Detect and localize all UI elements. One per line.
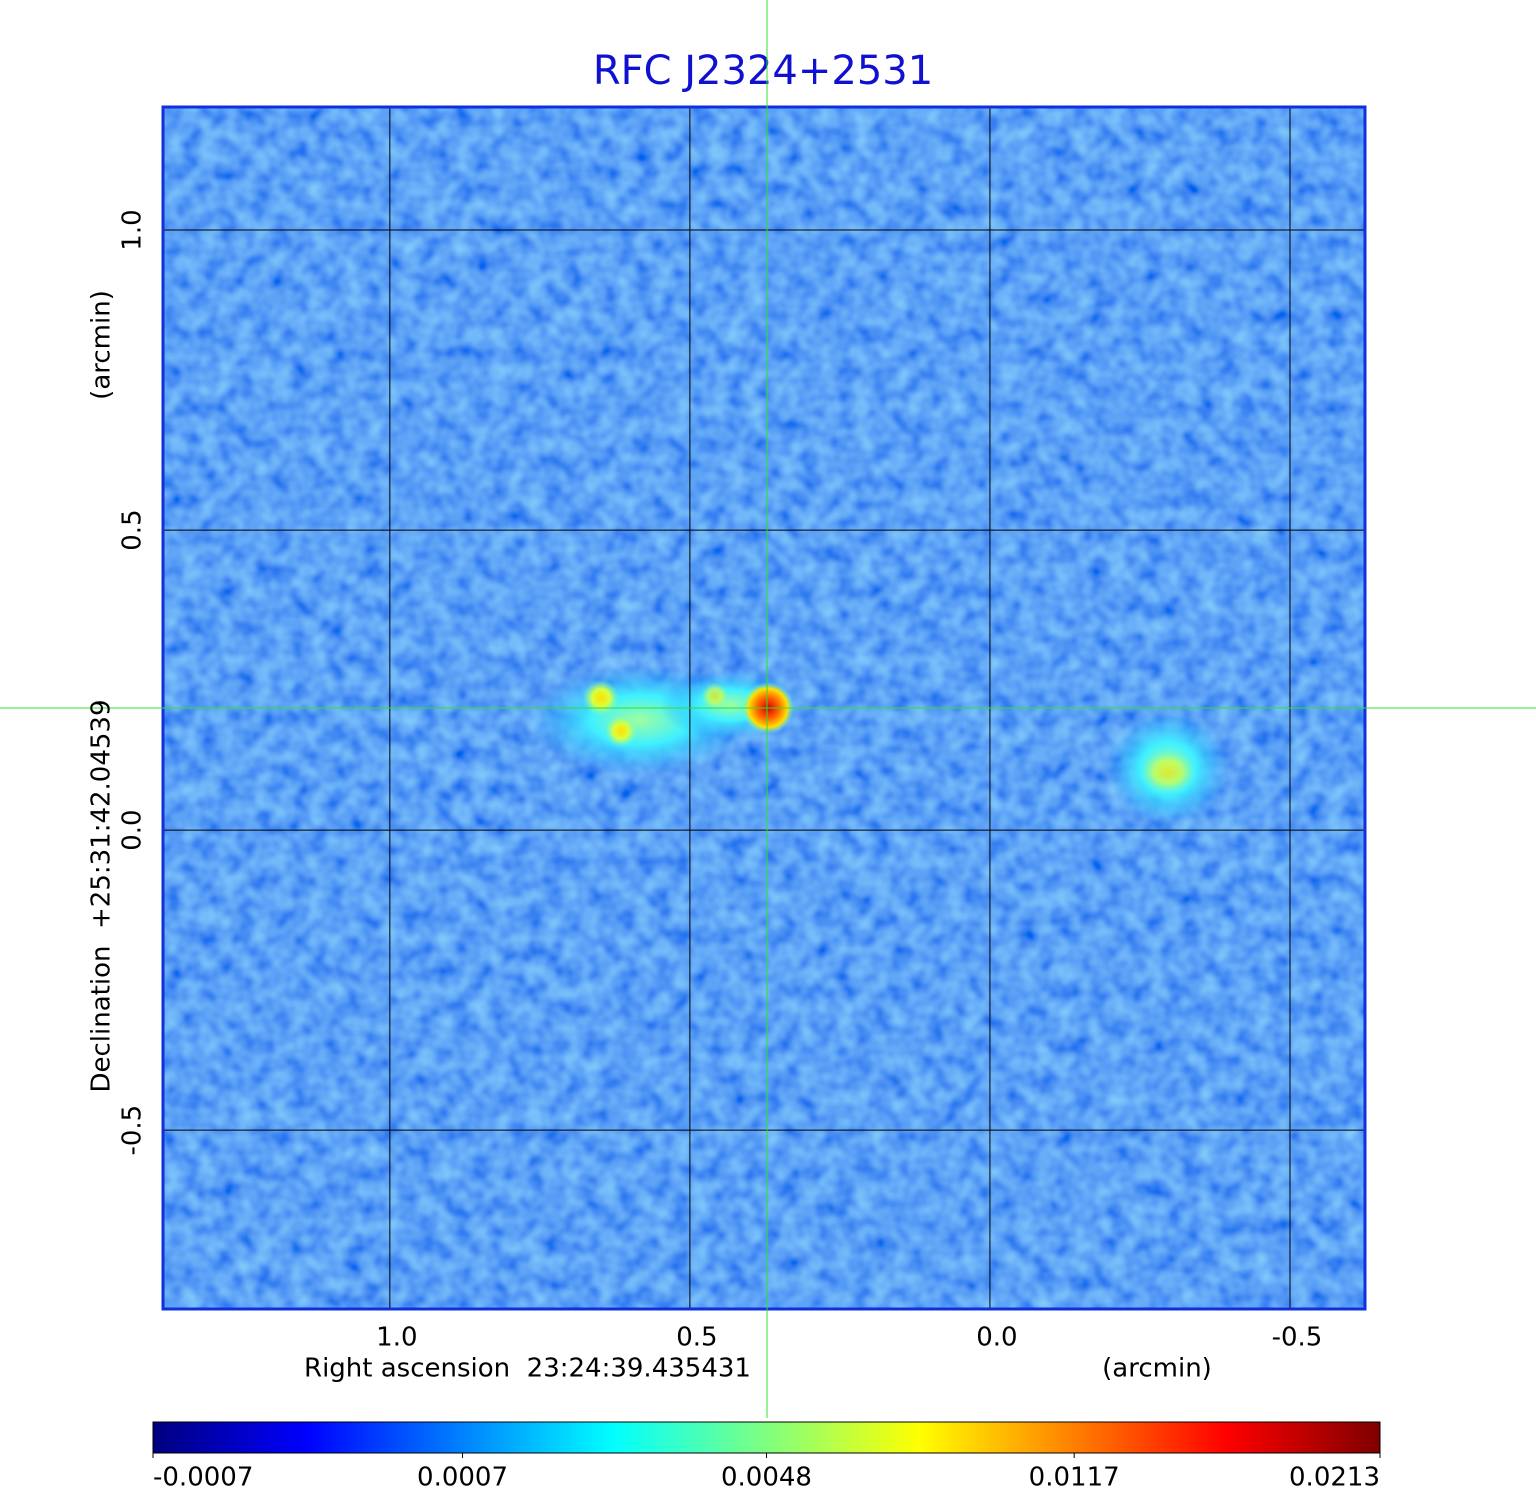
colorbar-tick-label: 0.0007	[417, 1463, 508, 1493]
source	[701, 682, 729, 710]
source	[605, 715, 637, 747]
y-tick-label: 0.5	[118, 509, 148, 550]
y-axis-unit: (arcmin)	[87, 290, 117, 400]
colorbar-tick-label: 0.0117	[1029, 1463, 1120, 1493]
chart-title: RFC J2324+2531	[593, 48, 933, 94]
x-tick-label: 0.5	[676, 1323, 717, 1353]
x-axis-unit: (arcmin)	[1102, 1354, 1212, 1384]
x-tick-label: 1.0	[376, 1323, 417, 1353]
y-axis-label: Declination +25:31:42.04539	[87, 699, 117, 1092]
y-tick-label: 0.0	[118, 809, 148, 850]
colorbar-tick-label: 0.0048	[721, 1463, 812, 1493]
colorbar-tick-label: 0.0213	[1289, 1463, 1380, 1493]
y-tick-label: 1.0	[118, 209, 148, 250]
source	[583, 680, 619, 716]
source	[1140, 750, 1196, 794]
y-tick-label: -0.5	[118, 1105, 148, 1156]
colorbar	[152, 1421, 1381, 1454]
colorbar-tick-label: -0.0007	[153, 1463, 253, 1493]
x-tick-label: -0.5	[1272, 1323, 1323, 1353]
x-axis-label: Right ascension 23:24:39.435431	[304, 1354, 751, 1384]
x-tick-label: 0.0	[976, 1323, 1017, 1353]
